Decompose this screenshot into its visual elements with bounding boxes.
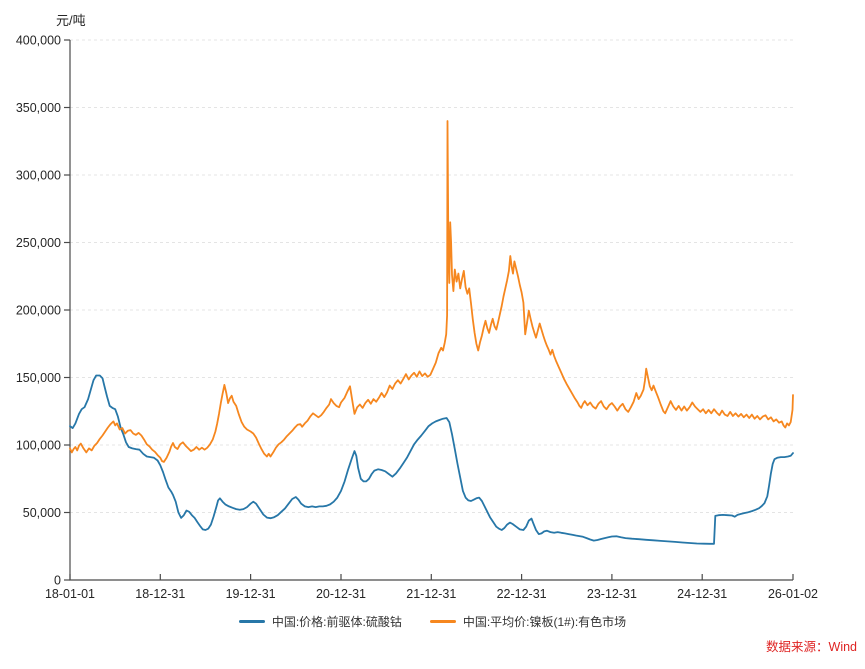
x-tick-label: 20-12-31 — [316, 587, 366, 601]
data-source-label: 数据来源：Wind — [766, 640, 857, 654]
y-tick-label: 350,000 — [16, 101, 61, 115]
legend-label-cobalt-sulfate: 中国:价格:前驱体:硫酸钴 — [271, 615, 402, 629]
y-tick-label: 50,000 — [23, 506, 61, 520]
y-tick-label: 400,000 — [16, 34, 61, 48]
y-tick-label: 150,000 — [16, 371, 61, 385]
y-tick-label: 200,000 — [16, 304, 61, 318]
x-tick-label: 23-12-31 — [587, 587, 637, 601]
x-tick-label: 21-12-31 — [406, 587, 456, 601]
x-tick-label: 22-12-31 — [497, 587, 547, 601]
legend: 中国:价格:前驱体:硫酸钴 中国:平均价:镍板(1#):有色市场 — [0, 613, 865, 630]
x-tick-label: 19-12-31 — [226, 587, 276, 601]
y-axis-unit-label: 元/吨 — [56, 13, 86, 28]
nickel-plate-line-swatch — [429, 620, 456, 623]
x-tick-label: 26-01-02 — [768, 587, 818, 601]
y-tick-label: 0 — [54, 574, 61, 588]
x-tick-label: 24-12-31 — [677, 587, 727, 601]
legend-label-nickel-plate: 中国:平均价:镍板(1#):有色市场 — [462, 615, 627, 629]
cobalt-sulfate-line-swatch — [238, 620, 265, 623]
legend-item-cobalt-sulfate: 中国:价格:前驱体:硫酸钴 — [238, 613, 402, 630]
x-tick-label: 18-01-01 — [45, 587, 95, 601]
y-tick-label: 300,000 — [16, 169, 61, 183]
legend-item-nickel-plate: 中国:平均价:镍板(1#):有色市场 — [429, 613, 627, 630]
y-tick-label: 100,000 — [16, 439, 61, 453]
nickel-plate-line — [69, 120, 794, 463]
x-tick-label: 18-12-31 — [135, 587, 185, 601]
cobalt-sulfate-line — [69, 374, 794, 545]
y-tick-label: 250,000 — [16, 236, 61, 250]
